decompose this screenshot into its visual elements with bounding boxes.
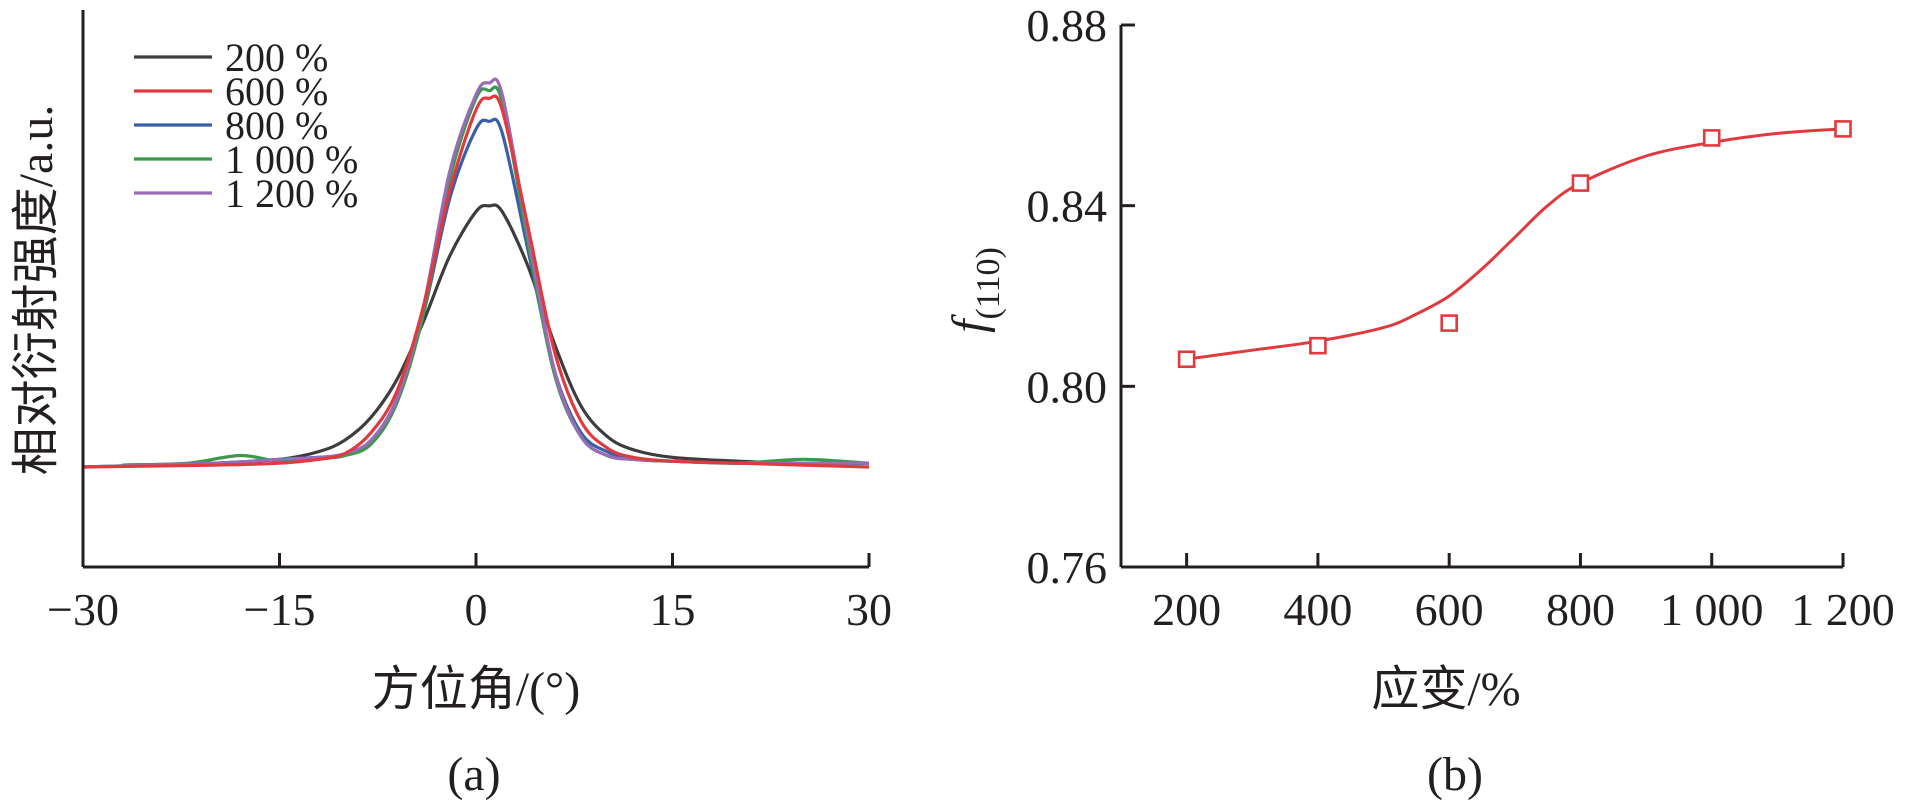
panel-a-series-line [82, 77, 869, 469]
legend-label: 600 % [225, 69, 328, 114]
panel-a: −30 −15 0 15 30 200 %600 %800 %1 000 %1 200 … [10, 10, 892, 801]
panel-b-y-tick-label: 0.80 [1027, 361, 1108, 412]
panel-b-y-tick-label: 0.88 [1027, 0, 1108, 51]
panel-a-series-line [82, 94, 870, 469]
panel-b-x-tick-label: 1 200 [1791, 584, 1895, 635]
svg-text:f(110): f(110) [943, 247, 1007, 333]
legend-label: 1 200 % [225, 171, 358, 216]
panel-b-x-tick-label: 1 000 [1660, 584, 1764, 635]
panel-b-data-point [1571, 174, 1590, 192]
panel-b-x-tick-label: 400 [1283, 584, 1352, 635]
panel-a-x-tick-label: 15 [650, 584, 696, 635]
panel-b-data-point [1440, 314, 1458, 332]
panel-a-series-line [122, 203, 870, 467]
panel-b-x-tick-label: 800 [1546, 584, 1615, 635]
panel-b-y-axis-label: f(110) [943, 247, 1007, 333]
panel-b-data-point [1177, 350, 1196, 369]
panel-b-y-tick-label: 0.76 [1027, 542, 1108, 593]
legend-label: 200 % [225, 35, 328, 80]
legend-label: 800 % [225, 103, 328, 148]
panel-b-x-tick-label: 600 [1415, 584, 1484, 635]
panel-a-x-ticks: −30 −15 0 15 30 [47, 553, 892, 635]
panel-b-fit-curve [1186, 127, 1844, 361]
legend-label: 1 000 % [225, 137, 358, 182]
panel-b-points [1177, 120, 1852, 369]
panel-b-y-label-sub: (110) [970, 247, 1007, 319]
panel-a-x-tick-label: 0 [465, 584, 488, 635]
panel-b-x-axis-label: 应变/% [1371, 663, 1520, 716]
panel-b-data-point [1309, 336, 1327, 355]
panel-a-series-line [82, 117, 869, 469]
panel-b-ticks: 0.76 0.80 0.84 0.88 200 400 600 800 1 000 1 200 [1027, 0, 1895, 635]
panel-b: 0.76 0.80 0.84 0.88 200 400 600 800 1 000 1 200 应… [943, 0, 1895, 801]
panel-a-legend: 200 %600 %800 %1 000 %1 200 % [134, 35, 358, 216]
panel-a-curves [82, 77, 870, 469]
panel-a-x-axis-label: 方位角/(°) [372, 663, 581, 716]
panel-a-y-axis-label: 相对衍射强度/a.u. [10, 105, 63, 476]
panel-a-caption: (a) [447, 748, 500, 801]
panel-b-y-tick-label: 0.84 [1027, 181, 1108, 232]
panel-a-x-tick-label: −30 [47, 584, 119, 635]
panel-b-data-point [1702, 129, 1721, 147]
panel-b-x-tick-label: 200 [1152, 584, 1221, 635]
panel-b-caption: (b) [1427, 748, 1483, 801]
panel-a-x-tick-label: −15 [244, 584, 316, 635]
panel-b-data-point [1834, 120, 1852, 138]
panel-a-x-tick-label: 30 [846, 584, 892, 635]
